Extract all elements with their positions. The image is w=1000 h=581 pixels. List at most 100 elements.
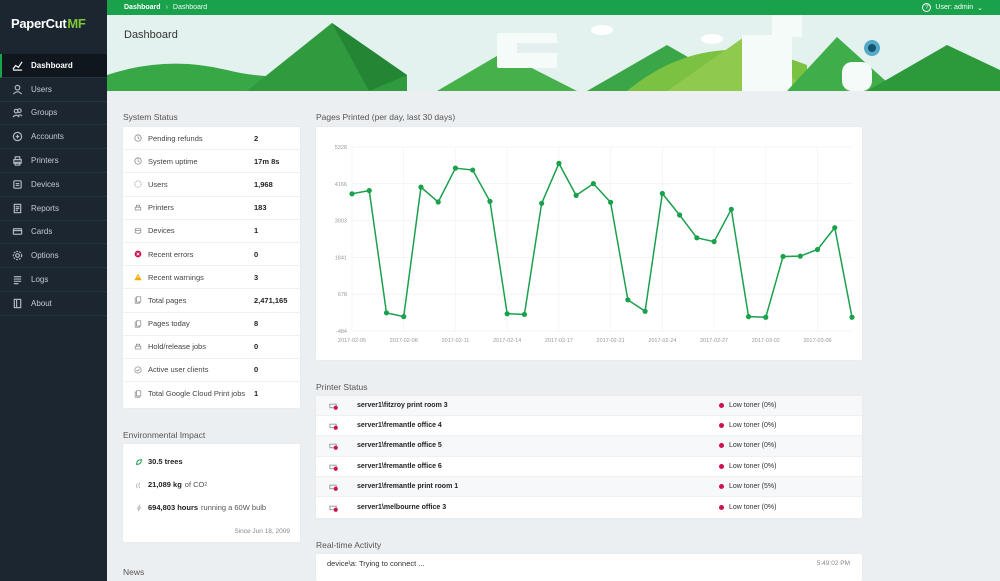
users-icon bbox=[11, 107, 23, 119]
status-label: Pages today bbox=[148, 319, 190, 329]
data-point[interactable] bbox=[745, 314, 752, 320]
sidebar-item-options[interactable]: Options bbox=[0, 244, 107, 269]
sidebar-item-label: Reports bbox=[31, 203, 60, 213]
sidebar-item-groups[interactable]: Groups bbox=[0, 102, 107, 126]
printer-row[interactable]: server1\melbourne office 3 Low toner (0%) bbox=[316, 497, 862, 517]
series-line bbox=[351, 161, 853, 319]
data-point[interactable] bbox=[780, 253, 786, 260]
data-point[interactable] bbox=[763, 314, 769, 320]
printer-row[interactable]: server1\fremantle office 5 Low toner (0%) bbox=[316, 436, 862, 457]
pages-icon bbox=[133, 389, 142, 398]
device-icon bbox=[133, 226, 142, 235]
env-co2-row: 21,089 kg of CO 2 bbox=[123, 473, 300, 496]
status-row: System uptime 17m 8s bbox=[123, 150, 300, 174]
status-value: 0 bbox=[254, 249, 259, 259]
status-row: Pages today 8 bbox=[123, 313, 300, 336]
printer-alert-icon bbox=[328, 502, 338, 512]
x-tick-label: 2017-02-05 bbox=[338, 338, 366, 344]
data-point[interactable] bbox=[366, 188, 372, 194]
sidebar-item-reports[interactable]: Reports bbox=[0, 197, 107, 221]
data-point[interactable] bbox=[642, 308, 648, 314]
printer-status: Low toner (5%) bbox=[729, 482, 777, 490]
printer-icon bbox=[133, 203, 142, 212]
data-point[interactable] bbox=[401, 314, 407, 320]
printer-row[interactable]: server1\fitzroy print room 3 Low toner (0… bbox=[316, 396, 862, 417]
sidebar-item-dashboard[interactable]: Dashboard bbox=[0, 54, 107, 78]
chart-line-icon bbox=[11, 59, 23, 71]
sidebar-item-accounts[interactable]: Accounts bbox=[0, 125, 107, 150]
pages-printed-chart-card: -484 678 1841 3003 4166 5328 2017-02-05 2017-02… bbox=[316, 127, 862, 360]
status-value: 17m 8s bbox=[254, 156, 280, 166]
accounts-icon bbox=[11, 131, 23, 143]
status-label: Active user clients bbox=[148, 365, 209, 375]
data-point[interactable] bbox=[435, 199, 441, 205]
data-point[interactable] bbox=[659, 190, 665, 197]
breadcrumb-root[interactable]: Dashboard bbox=[124, 4, 161, 11]
data-point[interactable] bbox=[349, 191, 355, 197]
printer-row[interactable]: server1\fremantle office 6 Low toner (0%) bbox=[316, 457, 862, 477]
sidebar-item-cards[interactable]: Cards bbox=[0, 221, 107, 245]
data-point[interactable] bbox=[539, 200, 545, 206]
data-point[interactable] bbox=[521, 311, 528, 318]
x-tick-label: 2017-03-06 bbox=[803, 338, 831, 344]
activity-time: 5:49:02 PM bbox=[816, 560, 850, 567]
printer-status-card: server1\fitzroy print room 3 Low toner (0… bbox=[316, 396, 862, 518]
data-point[interactable] bbox=[590, 181, 596, 187]
data-point[interactable] bbox=[452, 165, 459, 171]
sidebar-item-users[interactable]: Users bbox=[0, 78, 107, 102]
data-point[interactable] bbox=[487, 198, 493, 204]
status-value: 0 bbox=[254, 365, 259, 375]
printer-name[interactable]: server1\fitzroy print room 3 bbox=[357, 402, 448, 410]
sidebar-item-devices[interactable]: Devices bbox=[0, 173, 107, 197]
data-point[interactable] bbox=[711, 238, 717, 245]
data-point[interactable] bbox=[470, 167, 476, 173]
sidebar-item-label: Printers bbox=[31, 156, 59, 166]
status-dot bbox=[719, 463, 724, 469]
status-row: Pending refunds 2 bbox=[123, 127, 300, 151]
printer-status: Low toner (0%) bbox=[729, 462, 777, 470]
data-point[interactable] bbox=[797, 253, 803, 259]
data-point[interactable] bbox=[728, 206, 734, 212]
topbar: Dashboard › Dashboard ? User: admin ⌄ bbox=[107, 0, 1000, 15]
data-point[interactable] bbox=[676, 212, 683, 218]
data-point[interactable] bbox=[832, 225, 838, 231]
data-point[interactable] bbox=[849, 314, 855, 320]
printer-name[interactable]: server1\fremantle office 5 bbox=[357, 442, 442, 450]
data-point[interactable] bbox=[418, 184, 424, 190]
status-value: 183 bbox=[254, 203, 267, 213]
sidebar-item-printers[interactable]: Printers bbox=[0, 149, 107, 173]
data-point[interactable] bbox=[556, 160, 562, 166]
status-value: 0 bbox=[254, 342, 259, 352]
status-row: Active user clients 0 bbox=[123, 359, 300, 383]
data-point[interactable] bbox=[608, 199, 614, 205]
status-row: Users 1,968 bbox=[123, 173, 300, 197]
pages-printed-chart: -484 678 1841 3003 4166 5328 2017-02-05 2017-02… bbox=[335, 145, 855, 344]
data-point[interactable] bbox=[383, 310, 390, 316]
x-tick-label: 2017-03-02 bbox=[752, 338, 780, 344]
help-icon[interactable]: ? bbox=[922, 3, 932, 12]
printer-row[interactable]: server1\fremantle office 4 Low toner (0%) bbox=[316, 416, 862, 437]
data-point[interactable] bbox=[814, 246, 821, 253]
error-icon bbox=[133, 250, 142, 259]
printer-name[interactable]: server1\melbourne office 3 bbox=[357, 503, 447, 511]
status-label: System uptime bbox=[148, 156, 198, 166]
printer-name[interactable]: server1\fremantle print room 1 bbox=[357, 482, 459, 490]
status-dot bbox=[719, 483, 724, 489]
data-point[interactable] bbox=[573, 192, 579, 198]
status-label: Pending refunds bbox=[148, 133, 203, 143]
printer-icon bbox=[133, 342, 142, 351]
data-point[interactable] bbox=[504, 311, 510, 317]
printer-alert-icon bbox=[328, 441, 338, 451]
sidebar-item-about[interactable]: About bbox=[0, 292, 107, 316]
env-bulb-text: running a 60W bulb bbox=[201, 503, 267, 512]
printer-row[interactable]: server1\fremantle print room 1 Low toner … bbox=[316, 476, 862, 497]
sidebar-item-logs[interactable]: Logs bbox=[0, 268, 107, 292]
printer-status: Low toner (0%) bbox=[729, 503, 777, 511]
printer-name[interactable]: server1\fremantle office 6 bbox=[357, 462, 442, 470]
user-menu[interactable]: ? User: admin ⌄ bbox=[922, 3, 983, 12]
status-dot bbox=[719, 423, 724, 429]
printer-name[interactable]: server1\fremantle office 4 bbox=[357, 422, 442, 430]
data-point[interactable] bbox=[694, 235, 700, 241]
papercut-logo[interactable]: PaperCut MF bbox=[0, 0, 107, 46]
data-point[interactable] bbox=[625, 297, 631, 303]
